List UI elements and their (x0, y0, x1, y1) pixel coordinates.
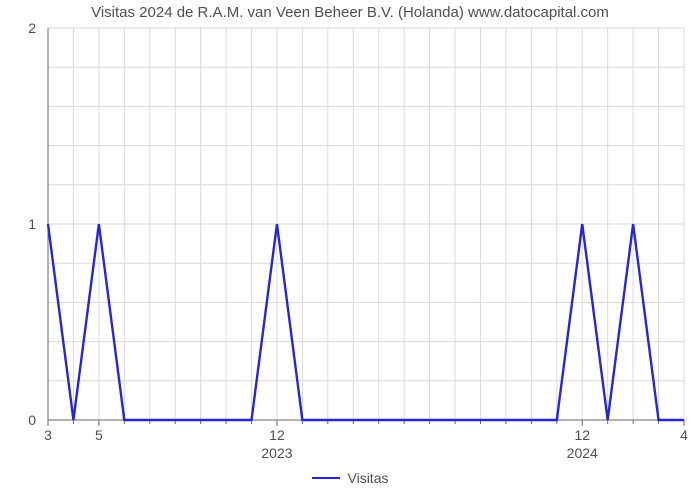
svg-text:12: 12 (269, 427, 285, 443)
svg-text:2024: 2024 (567, 445, 598, 461)
svg-text:2023: 2023 (261, 445, 292, 461)
svg-text:12: 12 (574, 427, 590, 443)
data-series (48, 224, 684, 420)
legend-swatch (312, 477, 340, 479)
x-tick-labels: 3 5 12 12 4 (44, 427, 688, 443)
chart-container: { "chart": { "type": "line", "title": "V… (0, 0, 700, 500)
legend-label: Visitas (348, 470, 389, 486)
chart-svg: 3512124 012 20232024 (0, 0, 700, 462)
legend: Visitas (0, 466, 700, 486)
svg-text:4: 4 (680, 427, 688, 443)
svg-text:5: 5 (95, 427, 103, 443)
svg-text:1: 1 (28, 216, 36, 232)
svg-text:0: 0 (28, 412, 36, 428)
svg-text:2: 2 (28, 20, 36, 36)
svg-text:3: 3 (44, 427, 52, 443)
grid-lines (48, 28, 684, 420)
y-tick-labels: 0 1 2 (28, 20, 36, 428)
legend-item: Visitas (312, 470, 389, 486)
x-year-labels: 2023 2024 (261, 445, 598, 461)
